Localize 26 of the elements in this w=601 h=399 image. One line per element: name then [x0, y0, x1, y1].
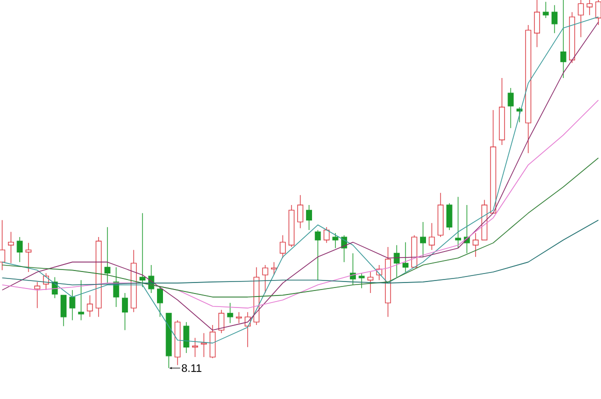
candlestick [236, 312, 242, 324]
candlestick [438, 192, 444, 238]
candlestick [569, 12, 576, 64]
candlestick [26, 242, 32, 272]
candlestick [455, 196, 462, 248]
candlestick [384, 246, 391, 318]
candlestick [288, 204, 294, 248]
candlestick [104, 226, 110, 284]
candlestick [324, 226, 330, 244]
candlestick [498, 78, 505, 146]
candlestick [192, 338, 198, 358]
candlestick [200, 332, 207, 358]
candlestick [78, 280, 84, 321]
candlestick [402, 242, 408, 272]
candlestick [306, 204, 312, 230]
annotation: 8.11 [182, 364, 202, 372]
candlestick [534, 0, 540, 48]
candlestick [271, 262, 277, 276]
candlestick [516, 106, 522, 123]
candlestick [420, 222, 426, 258]
candlestick [174, 320, 181, 366]
candlestick [122, 292, 128, 331]
candlestick [552, 4, 558, 34]
candlestick [367, 272, 374, 294]
candlestick [560, 0, 566, 78]
candlestick [8, 232, 14, 264]
